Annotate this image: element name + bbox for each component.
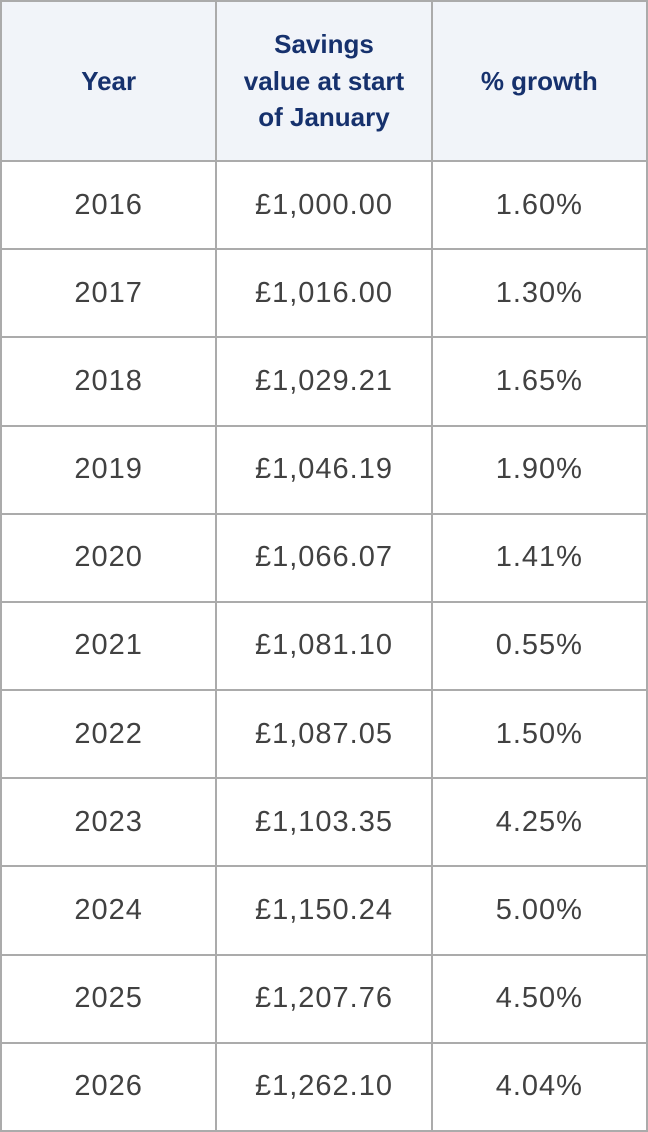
percent-growth-cell: 4.50% [430,953,648,1044]
table-row: 2023 £1,103.35 4.25% [0,777,648,868]
table-row: 2026 £1,262.10 4.04% [0,1041,648,1132]
percent-growth-cell: 4.04% [430,1041,648,1132]
table-row: 2019 £1,046.19 1.90% [0,424,648,515]
percent-growth-cell: 1.41% [430,512,648,603]
savings-value-cell: £1,081.10 [215,600,433,692]
percent-growth-cell: 1.50% [430,689,648,780]
savings-value-cell: £1,207.76 [215,953,433,1044]
year-cell: 2016 [0,159,218,251]
savings-value-cell: £1,000.00 [215,159,433,251]
percent-growth-cell: 1.30% [430,248,648,339]
year-cell: 2024 [0,865,218,956]
percent-growth-cell: 1.90% [430,424,648,515]
savings-value-cell: £1,016.00 [215,248,433,339]
table-row: 2021 £1,081.10 0.55% [0,600,648,692]
percent-growth-cell: 4.25% [430,777,648,868]
year-cell: 2023 [0,777,218,868]
column-header-year: Year [0,0,218,162]
percent-growth-cell: 1.65% [430,336,648,427]
table-row: 2018 £1,029.21 1.65% [0,336,648,427]
savings-value-cell: £1,150.24 [215,865,433,956]
year-cell: 2022 [0,689,218,780]
year-cell: 2018 [0,336,218,427]
savings-value-cell: £1,262.10 [215,1041,433,1132]
year-cell: 2026 [0,1041,218,1132]
year-cell: 2019 [0,424,218,515]
table-row: 2024 £1,150.24 5.00% [0,865,648,956]
savings-value-cell: £1,029.21 [215,336,433,427]
table-row: 2016 £1,000.00 1.60% [0,159,648,251]
savings-value-cell: £1,046.19 [215,424,433,515]
savings-value-cell: £1,103.35 [215,777,433,868]
table-row: 2017 £1,016.00 1.30% [0,248,648,339]
year-cell: 2025 [0,953,218,1044]
column-header-savings-value: Savings value at start of January [215,0,433,162]
table-body: 2016 £1,000.00 1.60% 2017 £1,016.00 1.30% 2018… [0,159,648,1132]
percent-growth-cell: 5.00% [430,865,648,956]
savings-value-cell: £1,087.05 [215,689,433,780]
year-cell: 2021 [0,600,218,692]
table-row: 2025 £1,207.76 4.50% [0,953,648,1044]
table-header-row: Year Savings value at start of January %… [0,0,648,162]
year-cell: 2020 [0,512,218,603]
column-header-percent-growth: % growth [430,0,648,162]
year-cell: 2017 [0,248,218,339]
table-row: 2020 £1,066.07 1.41% [0,512,648,603]
percent-growth-cell: 1.60% [430,159,648,251]
table-row: 2022 £1,087.05 1.50% [0,689,648,780]
savings-value-cell: £1,066.07 [215,512,433,603]
percent-growth-cell: 0.55% [430,600,648,692]
